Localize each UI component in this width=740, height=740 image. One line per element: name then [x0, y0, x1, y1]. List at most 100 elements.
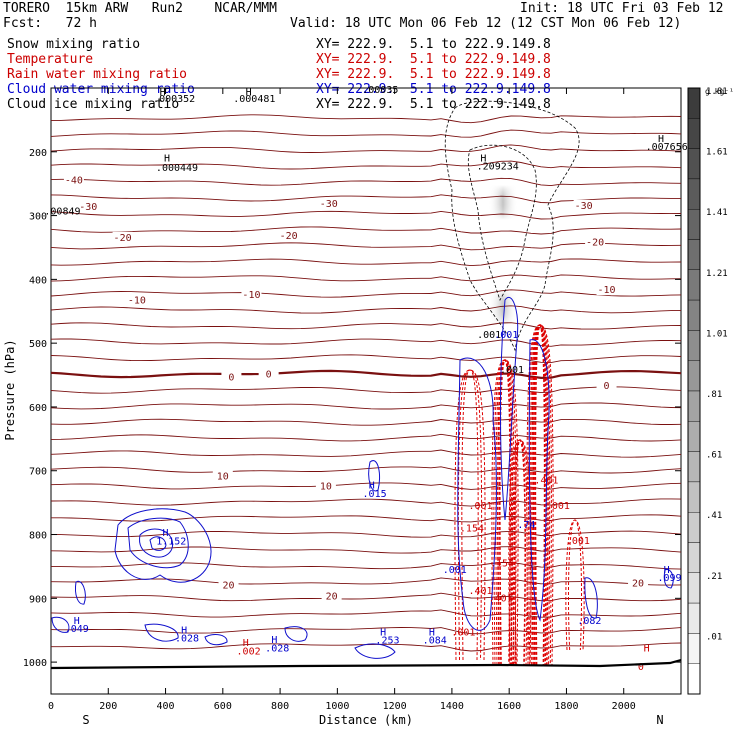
y-tick-label: 700 [29, 467, 47, 478]
cloud-water-contour [354, 643, 396, 659]
colorbar-segment [687, 481, 701, 513]
valid-time: Valid: 18 UTC Mon 06 Feb 12 (12 CST Mon … [290, 16, 682, 31]
cloud-water-contours [51, 297, 674, 659]
axes: 0 200 400 600 800 1000 1200 1400 1600 1800 2000200… [23, 88, 681, 712]
isotherm-label: -20 [114, 233, 132, 244]
isotherm-label-bg [212, 470, 233, 482]
isotherm-label-bg [63, 174, 84, 186]
isotherm-label: -30 [79, 202, 97, 213]
isotherm-label: 0 [266, 369, 272, 380]
colorbar-segment [687, 421, 701, 452]
isotherm-line [50, 402, 682, 410]
legend-label-snow: Snow mixing ratio [7, 37, 141, 52]
colorbar-segment [687, 390, 701, 422]
y-tick-label: 800 [29, 531, 47, 542]
value-label: .74 [517, 520, 535, 531]
value-label: .001 [546, 501, 570, 512]
value-label: .253 [375, 636, 399, 647]
colorbar-frame [687, 87, 701, 695]
value-labels: H.000352H.000481H.000449H.209234H.007656… [44, 85, 687, 673]
colorbar-segment [687, 512, 701, 543]
legend-label-cloud-ice: Cloud ice mixing ratio [7, 97, 180, 112]
isotherm-line [50, 627, 682, 635]
isotherm-line [50, 418, 682, 426]
isotherm-label-bg [218, 579, 239, 591]
isotherm-line [50, 322, 682, 330]
cloud-water-contour [457, 357, 497, 631]
isotherm-line [50, 144, 682, 153]
value-label: .000352 [153, 94, 195, 105]
colorbar-label: 1.21 [706, 269, 728, 279]
value-label: .015 [363, 489, 387, 500]
x-tick-label: 1400 [440, 701, 464, 712]
value-label: .002 [237, 646, 261, 657]
colorbar-label: .41 [706, 511, 722, 521]
colorbar-segment [687, 118, 701, 149]
value-label: .007656 [646, 142, 688, 153]
isotherm-label-bg [315, 480, 336, 492]
isotherm-label: 20 [632, 579, 644, 590]
isotherm-label: -40 [65, 175, 83, 186]
y-tick-label: 500 [29, 339, 47, 350]
value-label: H [658, 134, 664, 145]
value-label: H [74, 616, 80, 627]
colorbar-segment [687, 178, 701, 210]
colorbar-segment [687, 542, 701, 573]
value-label: H [429, 627, 435, 638]
temperature-contours: -40 -30 -30 -30 -20 -20 -20 -10 -10 -10 0 0 0 10 10 20 2… [50, 114, 682, 652]
cloud-water-contour [114, 508, 212, 583]
value-label: .082 [577, 616, 601, 627]
isotherm-label: -10 [598, 285, 616, 296]
colorbar-segment [687, 633, 701, 664]
value-label: .001 [477, 330, 501, 341]
isotherm-line [50, 562, 682, 570]
x-tick-label: 1800 [554, 701, 578, 712]
rain-contour [491, 359, 519, 666]
snow-outline-inner [467, 144, 537, 302]
rain-contour [534, 324, 546, 666]
value-label: .084 [423, 636, 447, 647]
value-label: .001 [500, 365, 524, 376]
isotherm-line [50, 609, 682, 618]
isotherm-line [50, 289, 682, 298]
colorbar-segment [687, 663, 701, 695]
colorbar-label: 1.61 [706, 148, 728, 158]
value-label: H [243, 638, 249, 649]
rain-contour [461, 369, 479, 661]
x-tick-label: 800 [271, 701, 289, 712]
y-tick-label: 200 [29, 148, 47, 159]
y-axis-label: Pressure (hPa) [3, 339, 17, 440]
x-tick-label: 2000 [612, 701, 636, 712]
isotherm-label-bg [78, 201, 99, 213]
isotherm-label: -20 [586, 237, 604, 248]
value-label: .001 [443, 565, 467, 576]
isotherm-label-bg [585, 236, 606, 248]
x-left-end-label: S [82, 713, 89, 727]
value-label: .028 [175, 634, 199, 645]
legend-xy-cloud-ice: XY= 222.9. 5.1 to 222.9.149.8 [316, 97, 551, 112]
colorbar-label: 1.01 [706, 329, 728, 339]
value-label: .401 [534, 475, 558, 486]
isotherm-line [50, 369, 682, 380]
value-label: .099 [657, 573, 681, 584]
isotherm-label-bg [278, 229, 299, 241]
value-label: .00849 [44, 206, 80, 217]
isotherm-label: 20 [223, 580, 235, 591]
legend-xy-cloud-water: XY= 222.9. 5.1 to 222.9.149.8 [316, 82, 551, 97]
isotherm-line [50, 177, 682, 187]
value-label: H [164, 153, 170, 164]
value-label: .000449 [156, 163, 198, 174]
x-tick-label: 400 [157, 701, 175, 712]
value-label: .154 [490, 558, 514, 569]
value-label: .00035 [362, 85, 398, 96]
plot-frame [50, 87, 682, 695]
isotherm-label: -10 [128, 295, 146, 306]
colorbar-label: 1.81 [706, 87, 728, 97]
forecast-hour: Fcst: 72 h [3, 16, 97, 31]
value-label: H [369, 481, 375, 492]
cloud-water-contour [499, 297, 519, 521]
isotherm-label: 10 [217, 471, 229, 482]
isotherm-label: -30 [575, 201, 593, 212]
value-label: .001 [468, 501, 492, 512]
